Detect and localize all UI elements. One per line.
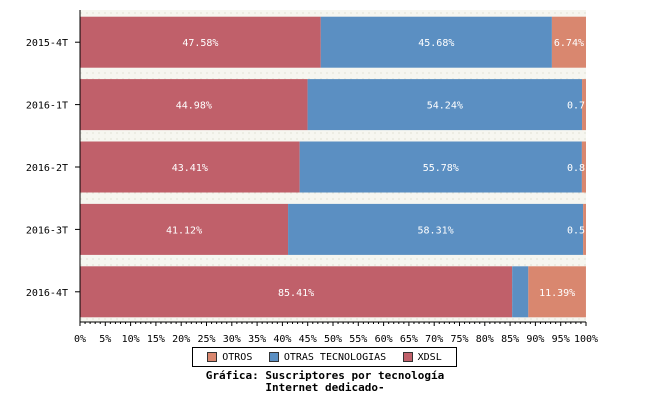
legend-item-otros: OTROS <box>207 352 252 363</box>
data-label: 45.68% <box>418 38 454 49</box>
chart-title-line-2: Internet dedicado- <box>265 381 385 394</box>
category-label: 2016-3T <box>26 225 68 236</box>
bar-segment-otros <box>528 266 586 318</box>
x-tick-label: 60% <box>375 334 393 345</box>
data-label: 43.41% <box>172 163 208 174</box>
bar-segment-otros <box>582 79 586 131</box>
data-label: 11.39% <box>539 288 575 299</box>
legend-swatch-xdsl <box>402 352 413 362</box>
data-label: 0.7 <box>567 101 585 112</box>
x-tick-label: 5% <box>99 334 111 345</box>
legend-swatch-otros <box>207 352 218 362</box>
bar-segment-otros <box>551 16 586 68</box>
x-tick-label: 40% <box>273 334 291 345</box>
chart-legend: OTROS OTRAS TECNOLOGIAS XDSL <box>192 347 457 367</box>
bar-segment-xdsl <box>80 203 289 255</box>
data-label: 47.58% <box>182 38 218 49</box>
legend-label-otras-tecnologias: OTRAS TECNOLOGIAS <box>283 351 387 363</box>
bar-segment-otras-tecnologias <box>288 203 584 255</box>
legend-swatch-otras-tecnologias <box>268 352 279 362</box>
legend-item-xdsl: XDSL <box>402 351 442 363</box>
bar-segment-xdsl <box>80 141 300 193</box>
x-tick-label: 50% <box>324 334 342 345</box>
bar-segment-otras-tecnologias <box>512 266 529 318</box>
data-label: 85.41% <box>278 288 314 299</box>
data-label: 41.12% <box>166 225 202 236</box>
data-label: 0.8 <box>567 163 585 174</box>
legend-item-otras-tecnologias: OTRAS TECNOLOGIAS <box>268 351 387 363</box>
x-tick-label: 65% <box>400 334 418 345</box>
bar-segment-xdsl <box>80 79 308 131</box>
bar-segment-otros <box>583 203 586 255</box>
category-label: 2016-2T <box>26 163 68 174</box>
x-tick-label: 45% <box>299 334 317 345</box>
legend-label-otros: OTROS <box>222 351 253 363</box>
data-label: 6.74% <box>554 38 584 49</box>
data-label: 55.78% <box>423 163 459 174</box>
x-tick-label: 0% <box>74 334 86 345</box>
category-label: 2016-4T <box>26 288 68 299</box>
chart-title-line-1: Gráfica: Suscriptores por tecnología <box>205 369 445 382</box>
bar-segment-otras-tecnologias <box>307 79 583 131</box>
x-tick-label: 30% <box>223 334 241 345</box>
x-tick-label: 85% <box>501 334 519 345</box>
data-label: 58.31% <box>418 225 454 236</box>
x-tick-label: 20% <box>172 334 190 345</box>
data-label: 44.98% <box>176 101 212 112</box>
x-tick-label: 90% <box>526 334 544 345</box>
x-tick-label: 10% <box>122 334 140 345</box>
data-label: 0.5 <box>567 225 585 236</box>
x-tick-label: 70% <box>425 334 443 345</box>
category-label: 2016-1T <box>26 101 68 112</box>
bar-segment-xdsl <box>80 266 513 318</box>
x-tick-label: 15% <box>147 334 165 345</box>
bar-segment-xdsl <box>80 16 321 68</box>
x-tick-label: 55% <box>349 334 367 345</box>
bar-segment-otras-tecnologias <box>320 16 552 68</box>
x-tick-label: 75% <box>450 334 468 345</box>
legend-label-xdsl: XDSL <box>417 351 442 363</box>
bar-segment-otros <box>581 141 586 193</box>
x-tick-label: 95% <box>552 334 570 345</box>
data-label: 54.24% <box>427 101 463 112</box>
x-tick-label: 100% <box>574 334 598 345</box>
x-tick-label: 25% <box>197 334 215 345</box>
x-tick-label: 80% <box>476 334 494 345</box>
category-label: 2015-4T <box>26 38 68 49</box>
x-tick-label: 35% <box>248 334 266 345</box>
bar-segment-otras-tecnologias <box>299 141 582 193</box>
